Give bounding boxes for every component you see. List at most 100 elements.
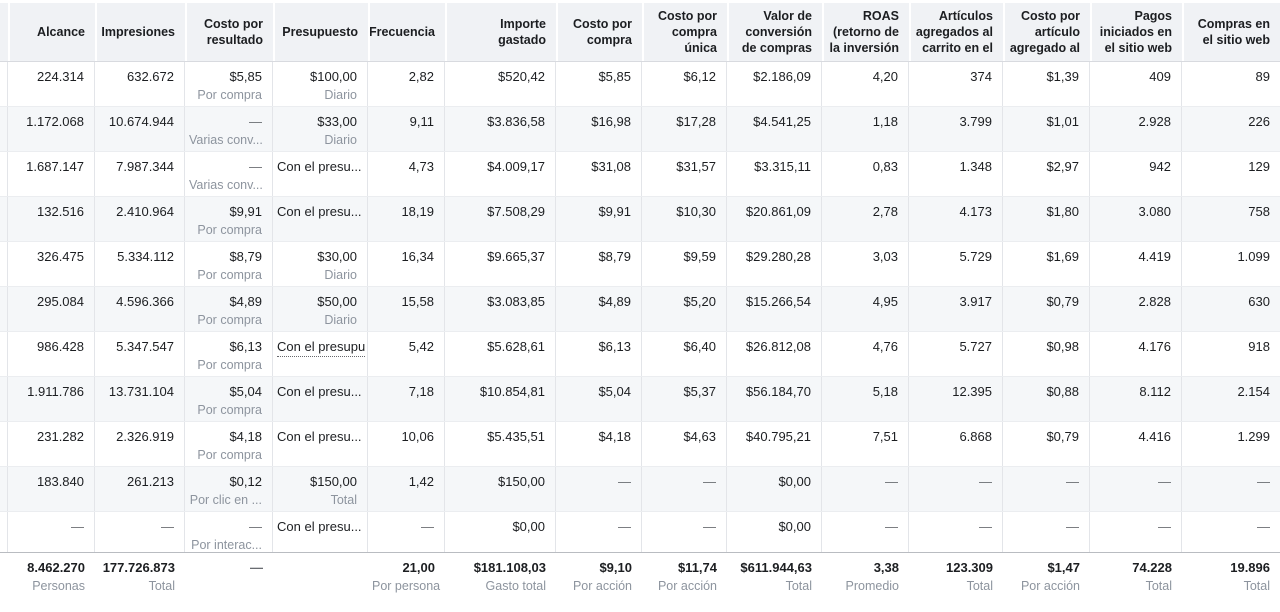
total-cell-roas: 3,38 Promedio — [822, 553, 909, 612]
cell-alcance: 1.687.147 — [8, 152, 95, 196]
cell-value: $15.266,54 — [745, 294, 811, 309]
total-cell-articulos_agregados_al_carrito: 123.309 Total — [909, 553, 1003, 612]
cell-presupuesto: $100,00 Diario — [273, 62, 368, 106]
table-row: 183.840 261.213 $0,12 Por clic en ... $150,0… — [0, 467, 1280, 512]
column-header-impresiones[interactable]: Impresiones — [95, 0, 185, 61]
cell-sublabel: Diario — [324, 313, 357, 328]
column-header-pagos_iniciados_sitio_web[interactable]: Pagos iniciados en el sitio web — [1090, 0, 1182, 61]
cell-value: 12.395 — [952, 384, 992, 399]
cell-compras_sitio_web: 758 — [1182, 197, 1280, 241]
total-cell-compras_sitio_web: 19.896 Total — [1182, 553, 1280, 612]
cell-value: $3.083,85 — [487, 294, 545, 309]
cell-value: $1,39 — [1046, 69, 1079, 84]
cell-value: 1.687.147 — [26, 159, 84, 174]
cell-value: 10.674.944 — [108, 114, 174, 129]
column-header-presupuesto[interactable]: Presupuesto — [273, 0, 368, 61]
cell-compras_sitio_web: 89 — [1182, 62, 1280, 106]
cell-sublabel: Por clic en ... — [189, 493, 262, 508]
cell-value: 3.917 — [959, 294, 992, 309]
table-body: 224.314 632.672 $5,85 Por compra $100,00 Diar… — [0, 62, 1280, 552]
cell-costo_por_resultado: $0,12 Por clic en ... — [185, 467, 273, 511]
cell-value: 231.282 — [37, 429, 84, 444]
cell-value: — — [703, 519, 716, 534]
column-header-label: Importe gastado — [498, 16, 546, 47]
cell-value: 132.516 — [37, 204, 84, 219]
column-header-label: Pagos iniciados en el sitio web — [1099, 8, 1172, 56]
total-cell-costo_por_compra: $9,10 Por acción — [556, 553, 642, 612]
cell-value: 295.084 — [37, 294, 84, 309]
column-header-compras_sitio_web[interactable]: Compras en el sitio web — [1182, 0, 1280, 61]
cell-value: $4,63 — [683, 429, 716, 444]
cell-value: $4,89 — [229, 294, 262, 309]
cell-costo_por_resultado: — Varias conv... — [185, 107, 273, 151]
row-gutter — [0, 422, 8, 466]
cell-value: $8,79 — [598, 249, 631, 264]
cell-value: $56.184,70 — [745, 384, 811, 399]
cell-value: 4.596.366 — [116, 294, 174, 309]
column-header-label: Impresiones — [101, 24, 175, 39]
cell-roas: 0,83 — [822, 152, 909, 196]
cell-value: 2.326.919 — [116, 429, 174, 444]
cell-value: $7.508,29 — [487, 204, 545, 219]
cell-costo_por_compra: — — [556, 467, 642, 511]
cell-presupuesto[interactable]: Con el presupu — [273, 332, 368, 376]
cell-value: $8,79 — [229, 249, 262, 264]
total-value: $11,74 — [677, 560, 717, 575]
cell-costo_por_compra_unica: $4,63 — [642, 422, 727, 466]
cell-value: — — [71, 519, 84, 534]
total-value: 19.896 — [1230, 560, 1270, 575]
cell-presupuesto: $50,00 Diario — [273, 287, 368, 331]
cell-value: $6,12 — [683, 69, 716, 84]
cell-articulos_agregados_al_carrito: 5.729 — [909, 242, 1003, 286]
cell-frecuencia: 4,73 — [368, 152, 445, 196]
cell-value: 8.112 — [1139, 384, 1171, 399]
column-header-alcance[interactable]: Alcance — [8, 0, 95, 61]
column-header-label: Costo por resultado — [203, 16, 263, 47]
cell-value: 2,82 — [408, 69, 434, 84]
cell-costo_por_resultado: $5,85 Por compra — [185, 62, 273, 106]
total-value: 74.228 — [1132, 560, 1172, 575]
cell-value: $0,88 — [1046, 384, 1079, 399]
cell-value: — — [618, 519, 631, 534]
row-gutter — [0, 332, 8, 376]
cell-costo_por_articulo_agregado: $2,97 — [1003, 152, 1090, 196]
column-header-costo_por_compra_unica[interactable]: Costo por compra única — [642, 0, 727, 61]
cell-impresiones: — — [95, 512, 185, 552]
cell-value: 183.840 — [37, 474, 84, 489]
cell-pagos_iniciados_sitio_web: 4.176 — [1090, 332, 1182, 376]
cell-valor_de_conversion_de_compras: $20.861,09 — [727, 197, 822, 241]
table-row: 295.084 4.596.366 $4,89 Por compra $50,00 Dia… — [0, 287, 1280, 332]
cell-importe_gastado: $4.009,17 — [445, 152, 556, 196]
cell-articulos_agregados_al_carrito: 1.348 — [909, 152, 1003, 196]
column-header-importe_gastado[interactable]: Importe gastado — [445, 0, 556, 61]
cell-costo_por_compra_unica: $6,12 — [642, 62, 727, 106]
cell-value: $3.836,58 — [487, 114, 545, 129]
total-value: $181.108,03 — [473, 560, 546, 575]
cell-value: 409 — [1149, 69, 1171, 84]
cell-impresiones: 2.326.919 — [95, 422, 185, 466]
cell-value: 5,42 — [408, 339, 434, 354]
cell-value: $4,18 — [598, 429, 631, 444]
cell-value: $150,00 — [498, 474, 545, 489]
cell-sublabel: Diario — [324, 268, 357, 283]
cell-value: 942 — [1149, 159, 1171, 174]
total-value: $9,10 — [599, 560, 632, 575]
cell-value: 4,76 — [872, 339, 898, 354]
column-header-frecuencia[interactable]: Frecuencia — [368, 0, 445, 61]
cell-value: $0,00 — [778, 474, 811, 489]
column-header-costo_por_resultado[interactable]: Costo por resultado — [185, 0, 273, 61]
column-header-costo_por_articulo_agregado[interactable]: Costo por artículo agregado al — [1003, 0, 1090, 61]
cell-alcance: 183.840 — [8, 467, 95, 511]
column-header-costo_por_compra[interactable]: Costo por compra — [556, 0, 642, 61]
column-header-articulos_agregados_al_carrito[interactable]: Artículos agregados al carrito en el — [909, 0, 1003, 61]
cell-value: — — [1158, 519, 1171, 534]
cell-value: 261.213 — [127, 474, 174, 489]
column-header-roas[interactable]: ROAS (retorno de la inversión — [822, 0, 909, 61]
cell-valor_de_conversion_de_compras: $3.315,11 — [727, 152, 822, 196]
cell-sublabel: Por compra — [197, 223, 262, 238]
cell-value: 5.727 — [959, 339, 992, 354]
cell-alcance: — — [8, 512, 95, 552]
row-gutter — [0, 152, 8, 196]
cell-value: 9,11 — [409, 114, 434, 129]
column-header-valor_de_conversion_de_compras[interactable]: Valor de conversión de compras — [727, 0, 822, 61]
